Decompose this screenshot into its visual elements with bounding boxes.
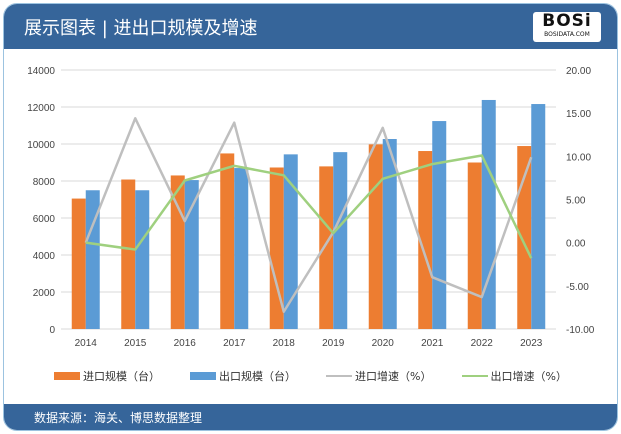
y-right-tick-label: 20.00	[566, 66, 591, 77]
chart-card: 展示图表 | 进出口规模及增速 BOSi BOSIDATA.COM 进口规模（台）…	[3, 3, 618, 431]
header-bar: 展示图表 | 进出口规模及增速 BOSi BOSIDATA.COM	[4, 4, 617, 49]
legend-export: 出口规模（台）	[190, 368, 296, 384]
x-tick-label: 2014	[75, 338, 98, 349]
chart-title: 展示图表 | 进出口规模及增速	[24, 18, 258, 39]
export-bar	[85, 190, 100, 329]
y-right-tick-label: 15.00	[566, 109, 591, 120]
export-bar	[234, 168, 249, 329]
legend-import: 进口规模（台）	[54, 368, 160, 384]
export-bar	[481, 99, 496, 329]
legend-export-growth: 出口增速（%）	[461, 368, 567, 384]
import-bar	[368, 144, 383, 329]
x-tick-label: 2019	[322, 338, 345, 349]
y-left-tick-label: 0	[49, 325, 55, 336]
bosi-logo: BOSi BOSIDATA.COM	[533, 12, 601, 42]
footer-bar: 数据来源：海关、博思数据整理	[4, 404, 617, 430]
import-bar	[121, 179, 136, 329]
x-tick-label: 2022	[471, 338, 494, 349]
export-bar	[382, 139, 397, 329]
legend-import-growth: 进口增速（%）	[326, 368, 432, 384]
data-source: 数据来源：海关、博思数据整理	[34, 411, 203, 425]
y-left-tick-label: 6000	[33, 214, 56, 225]
import-bar	[467, 162, 482, 329]
y-left-tick-label: 2000	[33, 288, 56, 299]
export-bar	[333, 152, 348, 329]
import-bar	[269, 167, 284, 329]
import-bar	[517, 146, 532, 329]
import-bar	[71, 198, 86, 329]
import-bar	[319, 166, 334, 329]
x-tick-label: 2023	[520, 338, 543, 349]
legend: 进口规模（台） 出口规模（台） 进口增速（%） 出口增速（%）	[4, 368, 617, 384]
y-left-tick-label: 8000	[33, 177, 56, 188]
x-tick-label: 2015	[124, 338, 147, 349]
x-tick-label: 2018	[273, 338, 296, 349]
x-tick-label: 2017	[223, 338, 246, 349]
import-bar	[220, 153, 235, 329]
y-left-tick-label: 14000	[27, 66, 55, 77]
x-tick-label: 2020	[372, 338, 395, 349]
x-tick-label: 2021	[421, 338, 444, 349]
y-left-tick-label: 10000	[27, 140, 55, 151]
y-right-tick-label: 10.00	[566, 152, 591, 163]
y-right-tick-label: 0.00	[566, 239, 586, 250]
y-right-tick-label: 5.00	[566, 196, 586, 207]
export-bar	[432, 121, 447, 329]
export-bar	[135, 190, 150, 329]
y-left-tick-label: 4000	[33, 251, 56, 262]
export-growth-line	[85, 154, 533, 259]
y-right-tick-label: -5.00	[566, 282, 589, 293]
y-right-tick-label: -10.00	[566, 325, 595, 336]
x-tick-label: 2016	[174, 338, 197, 349]
export-bar	[283, 154, 298, 329]
y-left-tick-label: 12000	[27, 103, 55, 114]
import-growth-line	[84, 117, 533, 313]
export-bar	[531, 104, 546, 329]
import-bar	[418, 151, 433, 329]
export-bar	[184, 180, 199, 329]
